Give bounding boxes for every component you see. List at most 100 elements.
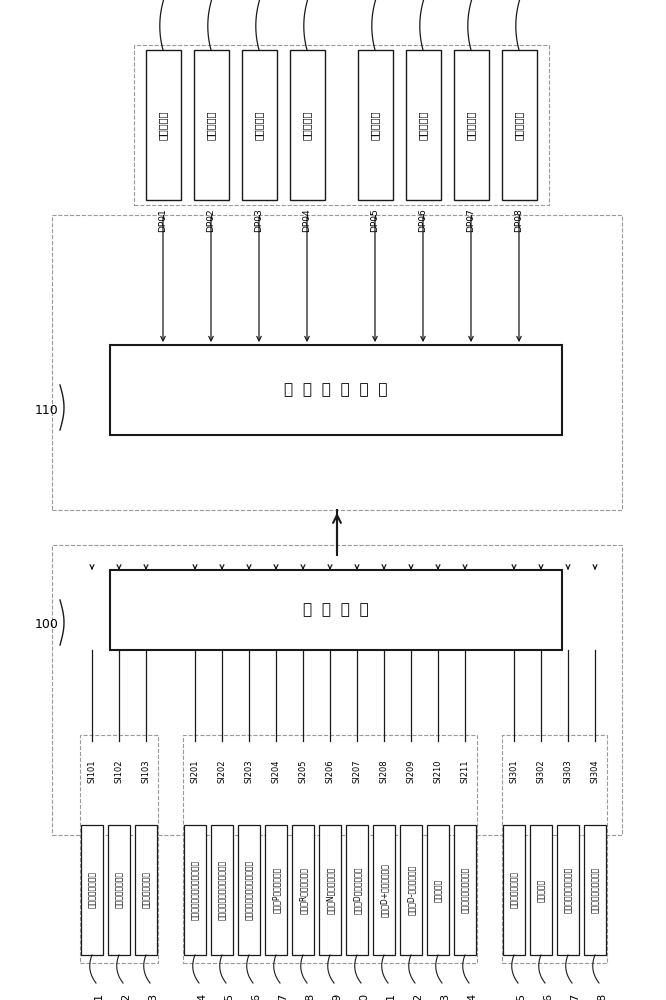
Bar <box>184 825 206 955</box>
Bar <box>406 50 440 200</box>
Text: 制动传感器: 制动传感器 <box>434 878 442 902</box>
Bar <box>265 825 287 955</box>
Text: 变速器油温传感器: 变速器油温传感器 <box>141 871 151 908</box>
Bar <box>108 825 130 955</box>
Bar <box>133 45 549 205</box>
Bar <box>52 215 622 510</box>
Text: 209: 209 <box>332 993 342 1000</box>
Bar <box>358 50 392 200</box>
Text: DP07: DP07 <box>466 208 476 232</box>
Text: 变速器油压传感器: 变速器油压传感器 <box>115 871 123 908</box>
Text: SI201: SI201 <box>190 760 200 783</box>
Text: 功  率  驱  动  模  块: 功 率 驱 动 模 块 <box>284 382 388 397</box>
Text: 第一双向作用液缸位置传感器: 第一双向作用液缸位置传感器 <box>190 860 200 920</box>
Text: 大功率电器开关传感器: 大功率电器开关传感器 <box>460 867 470 913</box>
Text: SI304: SI304 <box>591 759 599 783</box>
Bar <box>454 825 476 955</box>
Text: 211: 211 <box>386 993 396 1000</box>
Text: 车速传感器: 车速传感器 <box>537 878 545 902</box>
Text: 第八电磁阀: 第八电磁阀 <box>514 110 524 140</box>
Bar <box>194 50 228 200</box>
Text: 第二双向作用液缸位置传感器: 第二双向作用液缸位置传感器 <box>218 860 226 920</box>
Bar <box>502 735 607 963</box>
Text: 210: 210 <box>359 993 369 1000</box>
Text: 处  理  模  块: 处 理 模 块 <box>303 602 369 617</box>
Text: 第三电磁阀: 第三电磁阀 <box>254 110 264 140</box>
Bar <box>373 825 395 955</box>
Text: 202: 202 <box>121 993 131 1000</box>
Text: SI204: SI204 <box>272 760 280 783</box>
Text: 214: 214 <box>467 993 477 1000</box>
Text: 第二电磁阀: 第二电磁阀 <box>206 110 216 140</box>
Text: SI203: SI203 <box>244 759 254 783</box>
Text: 手控阀D档位置传感器: 手控阀D档位置传感器 <box>352 866 362 914</box>
Bar <box>242 50 276 200</box>
Bar <box>145 50 180 200</box>
Text: SI206: SI206 <box>326 759 334 783</box>
Text: DP04: DP04 <box>302 208 312 232</box>
Text: 218: 218 <box>597 993 607 1000</box>
Text: SI301: SI301 <box>509 759 519 783</box>
Text: DP08: DP08 <box>515 208 523 232</box>
Text: 发动机转速传感器: 发动机转速传感器 <box>509 871 519 908</box>
Text: SI209: SI209 <box>406 760 416 783</box>
Text: 216: 216 <box>543 993 553 1000</box>
Bar <box>346 825 368 955</box>
Text: SI207: SI207 <box>352 759 362 783</box>
Text: SI211: SI211 <box>460 760 470 783</box>
Text: 第三双向作用液缸位置传感器: 第三双向作用液缸位置传感器 <box>244 860 254 920</box>
Bar <box>501 50 537 200</box>
Text: 215: 215 <box>516 993 526 1000</box>
Text: 208: 208 <box>305 993 315 1000</box>
Text: 110: 110 <box>35 403 59 416</box>
Bar <box>52 545 622 835</box>
Text: 节气门位置传感器: 节气门位置传感器 <box>87 871 97 908</box>
Bar <box>290 50 324 200</box>
Text: SI205: SI205 <box>298 760 308 783</box>
Text: 第七电磁阀: 第七电磁阀 <box>466 110 476 140</box>
Bar <box>557 825 579 955</box>
Text: 201: 201 <box>94 993 104 1000</box>
Bar <box>292 825 314 955</box>
Text: 手控阀P档位置传感器: 手控阀P档位置传感器 <box>272 867 280 913</box>
Text: 217: 217 <box>570 993 580 1000</box>
Text: 204: 204 <box>197 993 207 1000</box>
Text: 第二传动副转速传感器: 第二传动副转速传感器 <box>591 867 599 913</box>
Text: 手控阀D-档位置传感器: 手控阀D-档位置传感器 <box>406 865 416 915</box>
Text: 第一电磁阀: 第一电磁阀 <box>158 110 168 140</box>
Bar <box>503 825 525 955</box>
Text: 第五电磁阀: 第五电磁阀 <box>370 110 380 140</box>
Text: DP06: DP06 <box>418 208 428 232</box>
Text: DP05: DP05 <box>370 208 380 232</box>
Text: 206: 206 <box>251 993 261 1000</box>
Text: DP03: DP03 <box>254 208 264 232</box>
Bar <box>81 825 103 955</box>
Bar <box>319 825 341 955</box>
Text: 205: 205 <box>224 993 234 1000</box>
Bar <box>584 825 606 955</box>
Bar <box>183 735 477 963</box>
Text: SI210: SI210 <box>434 760 442 783</box>
Text: 207: 207 <box>278 993 288 1000</box>
Text: SI202: SI202 <box>218 760 226 783</box>
Text: SI102: SI102 <box>115 760 123 783</box>
Text: SI101: SI101 <box>87 760 97 783</box>
Text: 212: 212 <box>413 993 423 1000</box>
Bar <box>530 825 552 955</box>
Bar <box>110 345 562 435</box>
Text: DP02: DP02 <box>206 208 216 232</box>
Bar <box>427 825 449 955</box>
Bar <box>211 825 233 955</box>
Text: SI103: SI103 <box>141 759 151 783</box>
Text: 手控阀D+档位置传感器: 手控阀D+档位置传感器 <box>380 863 388 917</box>
Text: 手控阀R档位置传感器: 手控阀R档位置传感器 <box>298 866 308 914</box>
Bar <box>238 825 260 955</box>
Text: 100: 100 <box>35 618 59 632</box>
Text: 203: 203 <box>148 993 158 1000</box>
Text: 第六电磁阀: 第六电磁阀 <box>418 110 428 140</box>
Text: SI208: SI208 <box>380 759 388 783</box>
Bar <box>80 735 158 963</box>
Text: 213: 213 <box>440 993 450 1000</box>
Text: 第一传动副转速传感器: 第一传动副转速传感器 <box>563 867 573 913</box>
Bar <box>454 50 488 200</box>
